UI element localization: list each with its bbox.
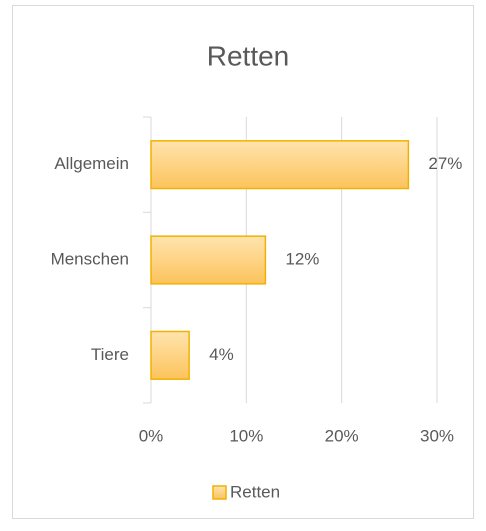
data-label: 12% — [285, 249, 319, 268]
y-tick-label: Allgemein — [54, 154, 129, 173]
legend-label: Retten — [230, 482, 280, 501]
x-tick-label: 0% — [139, 426, 164, 445]
data-label: 27% — [428, 154, 462, 173]
bar — [150, 235, 267, 285]
y-tick-label: Menschen — [51, 249, 129, 268]
y-tick-label: Tiere — [91, 345, 129, 364]
bar — [150, 330, 190, 380]
x-tick-label: 30% — [420, 426, 454, 445]
data-label: 4% — [209, 345, 234, 364]
bar — [150, 140, 410, 190]
chart-title: Retten — [207, 40, 290, 71]
x-tick-label: 10% — [229, 426, 263, 445]
legend-swatch — [212, 485, 227, 500]
x-tick-label: 20% — [325, 426, 359, 445]
